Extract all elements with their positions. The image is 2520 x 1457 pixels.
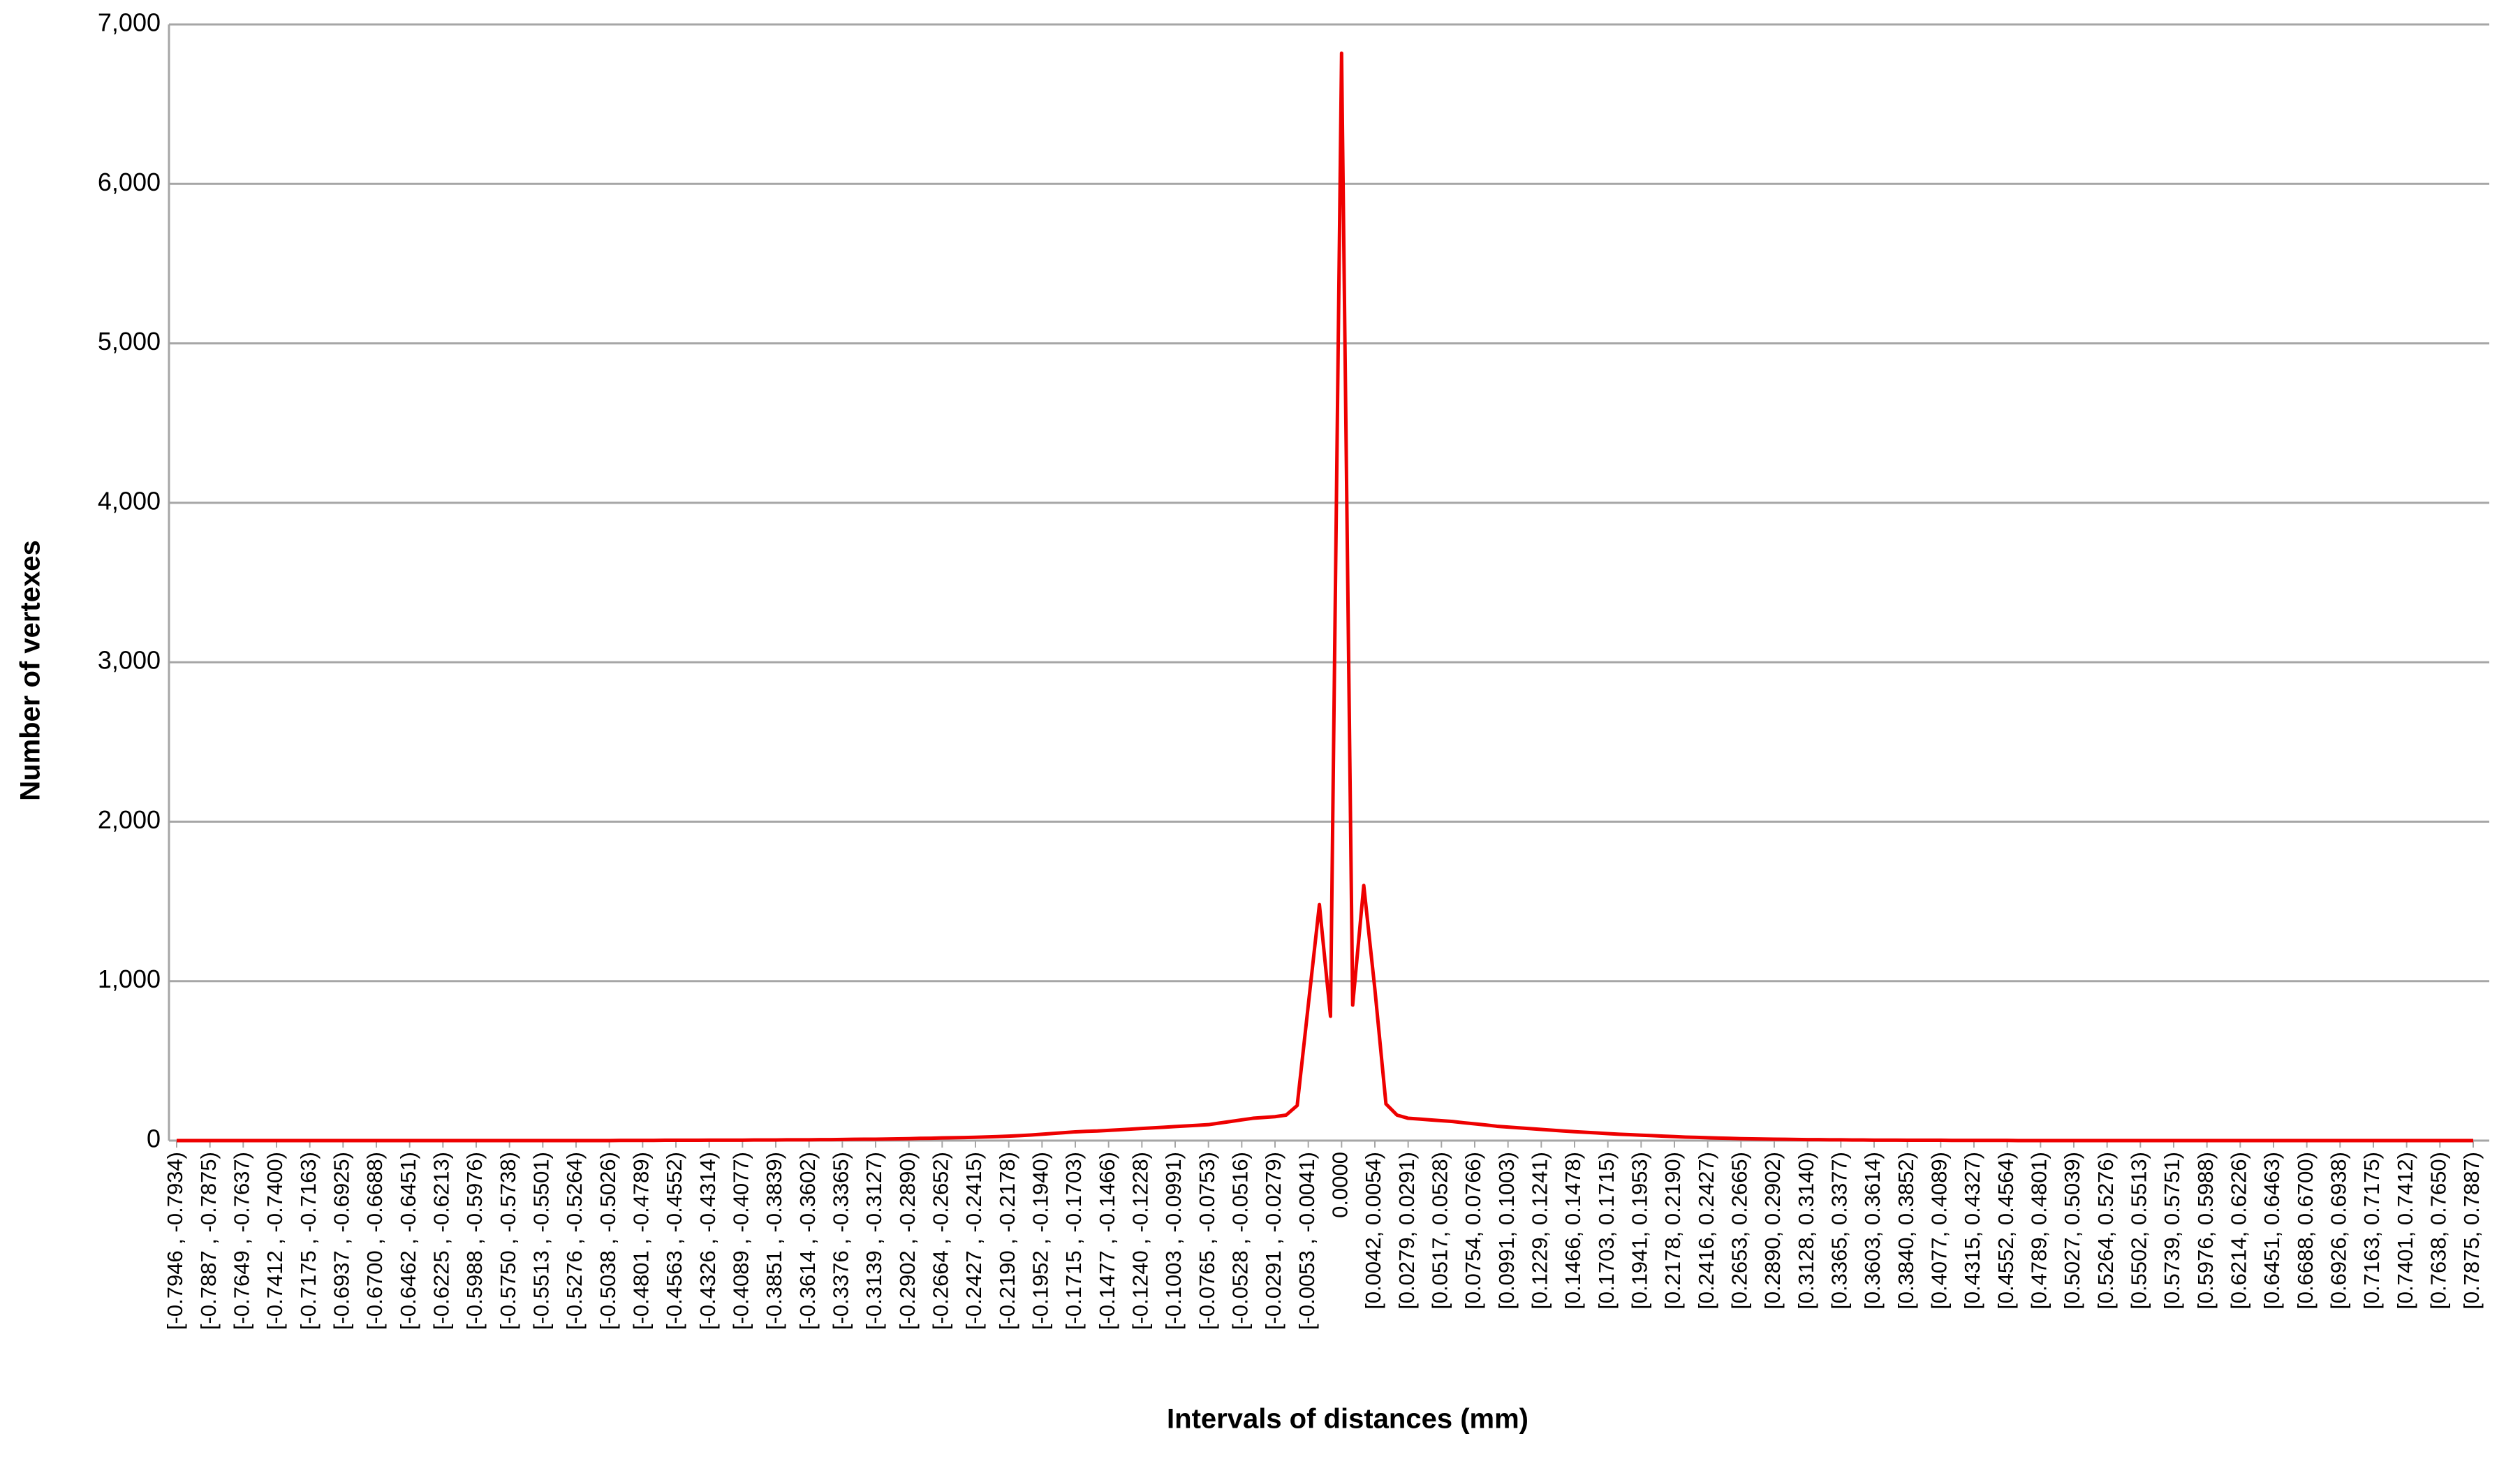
x-tick-label: [0.7638, 0.7650) xyxy=(2426,1152,2451,1310)
x-tick-label: [-0.2427 , -0.2415) xyxy=(961,1152,986,1330)
x-tick-label: [0.1229, 0.1241) xyxy=(1528,1152,1552,1310)
x-tick-label: [-0.0291 , -0.0279) xyxy=(1261,1152,1285,1330)
x-tick-label: [-0.5988 , -0.5976) xyxy=(462,1152,487,1330)
x-tick-label: [0.5502, 0.5513) xyxy=(2127,1152,2151,1310)
x-tick-label: [-0.1477 , -0.1466) xyxy=(1095,1152,1119,1330)
x-tick-label: [-0.7649 , -0.7637) xyxy=(230,1152,254,1330)
x-tick-label: [0.4552, 0.4564) xyxy=(1994,1152,2018,1310)
x-tick-label: [0.2653, 0.2665) xyxy=(1727,1152,1752,1310)
x-tick-label: [0.4315, 0.4327) xyxy=(1960,1152,1984,1310)
x-tick-label: [-0.4563 , -0.4552) xyxy=(662,1152,686,1330)
y-axis-title: Number of vertexes xyxy=(15,540,46,800)
x-tick-label: [0.7875, 0.7887) xyxy=(2459,1152,2484,1310)
x-tick-label: [-0.7175 , -0.7163) xyxy=(296,1152,320,1330)
x-tick-label: [0.6688, 0.6700) xyxy=(2293,1152,2318,1310)
x-tick-label: [0.7163, 0.7175) xyxy=(2359,1152,2384,1310)
x-tick-label: [0.3128, 0.3140) xyxy=(1794,1152,1818,1310)
x-tick-label: [-0.3614 , -0.3602) xyxy=(795,1152,820,1330)
x-tick-label: [-0.3376 , -0.3365) xyxy=(829,1152,853,1330)
x-tick-label: [-0.1240 , -0.1228) xyxy=(1128,1152,1153,1330)
x-tick-label: [0.5027, 0.5039) xyxy=(2060,1152,2084,1310)
x-tick-label: [-0.4089 , -0.4077) xyxy=(729,1152,753,1330)
y-tick-label: 2,000 xyxy=(98,805,161,834)
x-tick-label: [-0.7946 , -0.7934) xyxy=(163,1152,187,1330)
x-tick-label: [-0.2664 , -0.2652) xyxy=(929,1152,953,1330)
x-tick-label: [-0.2190 , -0.2178) xyxy=(995,1152,1019,1330)
x-tick-label: [-0.7887 , -0.7875) xyxy=(196,1152,221,1330)
x-tick-label: [0.5739, 0.5751) xyxy=(2160,1152,2184,1310)
x-tick-label: [0.5976, 0.5988) xyxy=(2193,1152,2218,1310)
x-tick-label: [-0.1952 , -0.1940) xyxy=(1029,1152,1053,1330)
x-tick-label: [0.0279, 0.0291) xyxy=(1394,1152,1419,1310)
x-tick-label: [0.4789, 0.4801) xyxy=(2027,1152,2051,1310)
x-tick-label: [-0.7412 , -0.7400) xyxy=(263,1152,287,1330)
x-tick-label: [0.1466, 0.1478) xyxy=(1561,1152,1585,1310)
x-axis-title: Intervals of distances (mm) xyxy=(1167,1404,1528,1435)
x-tick-label: [0.5264, 0.5276) xyxy=(2093,1152,2118,1310)
x-tick-label: [-0.6700 , -0.6688) xyxy=(362,1152,387,1330)
x-tick-label: [-0.5038 , -0.5026) xyxy=(596,1152,620,1330)
y-tick-label: 7,000 xyxy=(98,8,161,37)
x-tick-label: [-0.5513 , -0.5501) xyxy=(529,1152,554,1330)
x-tick-label: [0.6451, 0.6463) xyxy=(2260,1152,2284,1310)
x-tick-label: [-0.0528 , -0.0516) xyxy=(1228,1152,1253,1330)
x-tick-label: [0.1941, 0.1953) xyxy=(1628,1152,1652,1310)
x-tick-label: [0.6926, 0.6938) xyxy=(2327,1152,2351,1310)
x-tick-label: [0.0754, 0.0766) xyxy=(1461,1152,1485,1310)
x-tick-label: [0.0517, 0.0528) xyxy=(1428,1152,1452,1310)
x-tick-label: [0.6214, 0.6226) xyxy=(2227,1152,2251,1310)
x-tick-label: [-0.3139 , -0.3127) xyxy=(862,1152,886,1330)
x-tick-label: [-0.6225 , -0.6213) xyxy=(429,1152,454,1330)
data-line xyxy=(177,51,2473,1143)
x-tick-label: [0.4077, 0.4089) xyxy=(1927,1152,1952,1310)
y-tick-label: 4,000 xyxy=(98,486,161,515)
x-tick-label: [0.2890, 0.2902) xyxy=(1760,1152,1785,1310)
x-tick-label: [-0.0765 , -0.0753) xyxy=(1195,1152,1219,1330)
y-tick-label: 6,000 xyxy=(98,168,161,196)
x-tick-label: [-0.6462 , -0.6451) xyxy=(396,1152,420,1330)
x-tick-label: [-0.5276 , -0.5264) xyxy=(562,1152,587,1330)
x-tick-label: [0.0042, 0.0054) xyxy=(1361,1152,1385,1310)
x-tick-label: [-0.1715 , -0.1703) xyxy=(1061,1152,1086,1330)
x-tick-label: [-0.5750 , -0.5738) xyxy=(496,1152,520,1330)
x-tick-label: [-0.0053 , -0.0041) xyxy=(1295,1152,1319,1330)
x-tick-label: [0.0991, 0.1003) xyxy=(1494,1152,1519,1310)
x-tick-label: [-0.3851 , -0.3839) xyxy=(762,1152,786,1330)
x-tick-label: [0.3365, 0.3377) xyxy=(1827,1152,1852,1310)
x-tick-label: [-0.1003 , -0.0991) xyxy=(1161,1152,1186,1330)
x-tick-label: 0.0000 xyxy=(1328,1152,1353,1218)
x-tick-label: [0.3840, 0.3852) xyxy=(1894,1152,1918,1310)
x-tick-label: [0.1703, 0.1715) xyxy=(1594,1152,1619,1310)
y-tick-label: 5,000 xyxy=(98,327,161,356)
x-tick-label: [0.7401, 0.7412) xyxy=(2393,1152,2417,1310)
y-tick-label: 3,000 xyxy=(98,646,161,675)
y-tick-label: 0 xyxy=(147,1125,161,1153)
x-tick-label: [0.2416, 0.2427) xyxy=(1694,1152,1718,1310)
x-tick-label: [-0.6937 , -0.6925) xyxy=(330,1152,354,1330)
x-tick-label: [-0.2902 , -0.2890) xyxy=(895,1152,920,1330)
x-tick-label: [-0.4801 , -0.4789) xyxy=(629,1152,654,1330)
x-tick-label: [0.3603, 0.3614) xyxy=(1860,1152,1885,1310)
x-tick-label: [0.2178, 0.2190) xyxy=(1660,1152,1685,1310)
x-tick-label: [-0.4326 , -0.4314) xyxy=(695,1152,720,1330)
y-tick-label: 1,000 xyxy=(98,965,161,993)
